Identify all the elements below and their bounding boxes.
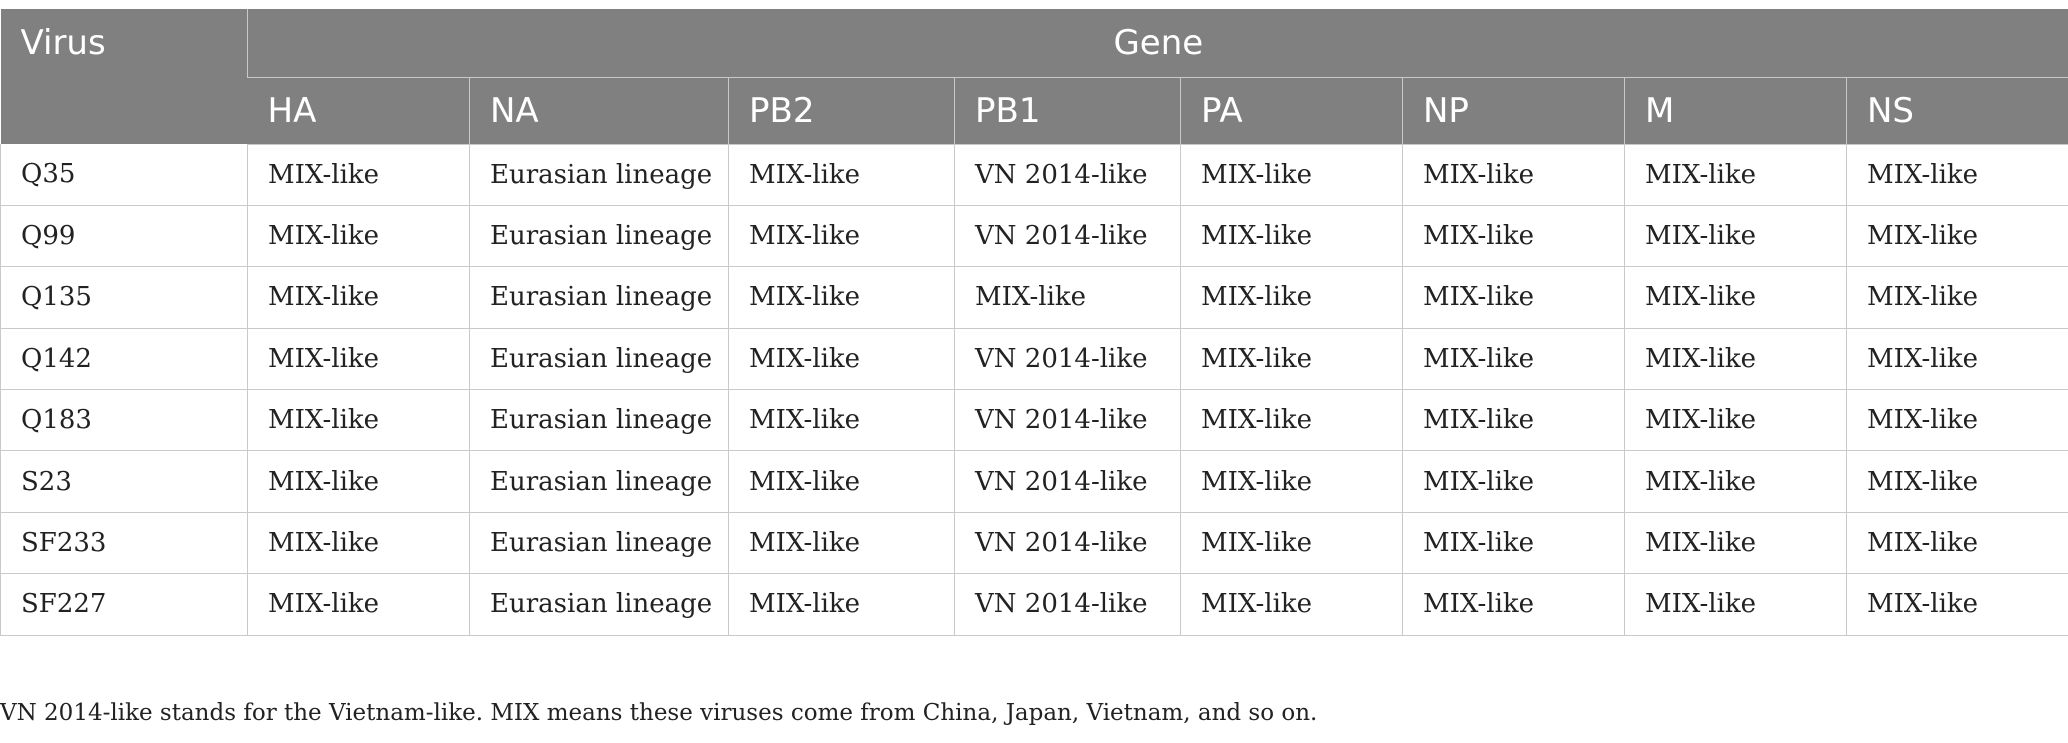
virus-name-cell: Q142	[0, 328, 248, 391]
gene-ns-cell: MIX-like	[1845, 144, 2068, 206]
gene-na-cell: Eurasian lineage	[469, 144, 729, 206]
genotype-table: Virus Gene HA NA PB2 PB1 PA NP M NS Q35 M…	[0, 9, 2068, 636]
table-footnote: VN 2014-like stands for the Vietnam-like…	[0, 700, 1318, 726]
gene-pb2-cell: MIX-like	[728, 573, 955, 636]
gene-na-cell: Eurasian lineage	[469, 205, 729, 268]
gene-pb1-cell: VN 2014-like	[954, 205, 1181, 268]
gene-pb2-cell: MIX-like	[728, 328, 955, 391]
gene-na-cell: Eurasian lineage	[469, 450, 729, 513]
gene-pb1-cell: VN 2014-like	[954, 389, 1181, 452]
gene-ns-cell: MIX-like	[1845, 512, 2068, 575]
gene-pa-cell: MIX-like	[1180, 512, 1403, 575]
gene-pa-cell: MIX-like	[1180, 389, 1403, 452]
gene-pb1-cell: MIX-like	[954, 266, 1181, 329]
virus-name-cell: S23	[0, 450, 248, 513]
gene-header-pb2: PB2	[728, 77, 955, 145]
table-body: Q35 MIX-like Eurasian lineage MIX-like VN 20…	[0, 144, 2068, 636]
header-row-genes: HA NA PB2 PB1 PA NP M NS	[1, 77, 2068, 145]
table-row: S23 MIX-like Eurasian lineage MIX-like VN 20…	[0, 450, 2068, 513]
gene-ha-cell: MIX-like	[247, 389, 470, 452]
gene-m-cell: MIX-like	[1624, 328, 1847, 391]
table-row: Q183 MIX-like Eurasian lineage MIX-like VN 2…	[0, 389, 2068, 452]
gene-header-np: NP	[1402, 77, 1625, 145]
gene-pa-cell: MIX-like	[1180, 266, 1403, 329]
gene-ns-cell: MIX-like	[1845, 266, 2068, 329]
gene-m-cell: MIX-like	[1624, 205, 1847, 268]
gene-ns-cell: MIX-like	[1845, 573, 2068, 636]
gene-pa-cell: MIX-like	[1180, 328, 1403, 391]
gene-ns-cell: MIX-like	[1845, 389, 2068, 452]
table-row: SF227 MIX-like Eurasian lineage MIX-like VN …	[0, 573, 2068, 636]
gene-header-pb1: PB1	[954, 77, 1181, 145]
gene-np-cell: MIX-like	[1402, 144, 1625, 206]
gene-ha-cell: MIX-like	[247, 266, 470, 329]
gene-ha-cell: MIX-like	[247, 205, 470, 268]
gene-header-ns: NS	[1845, 77, 2068, 145]
table-row: Q142 MIX-like Eurasian lineage MIX-like VN 2…	[0, 328, 2068, 391]
table-row: Q99 MIX-like Eurasian lineage MIX-like VN 20…	[0, 205, 2068, 268]
gene-na-cell: Eurasian lineage	[469, 328, 729, 391]
table-row: Q35 MIX-like Eurasian lineage MIX-like VN 20…	[0, 144, 2068, 206]
gene-pb1-cell: VN 2014-like	[954, 328, 1181, 391]
gene-np-cell: MIX-like	[1402, 450, 1625, 513]
virus-name-cell: Q35	[0, 144, 248, 206]
gene-pb1-cell: VN 2014-like	[954, 512, 1181, 575]
gene-m-cell: MIX-like	[1624, 144, 1847, 206]
gene-np-cell: MIX-like	[1402, 328, 1625, 391]
gene-pb1-cell: VN 2014-like	[954, 573, 1181, 636]
gene-ns-cell: MIX-like	[1845, 328, 2068, 391]
virus-name-cell: Q135	[0, 266, 248, 329]
gene-pb1-cell: VN 2014-like	[954, 450, 1181, 513]
table-row: SF233 MIX-like Eurasian lineage MIX-like VN …	[0, 512, 2068, 575]
table-row: Q135 MIX-like Eurasian lineage MIX-like MIX-…	[0, 266, 2068, 329]
gene-na-cell: Eurasian lineage	[469, 389, 729, 452]
gene-np-cell: MIX-like	[1402, 205, 1625, 268]
gene-pa-cell: MIX-like	[1180, 205, 1403, 268]
gene-na-cell: Eurasian lineage	[469, 266, 729, 329]
gene-pa-cell: MIX-like	[1180, 144, 1403, 206]
gene-pb2-cell: MIX-like	[728, 389, 955, 452]
virus-name-cell: Q99	[0, 205, 248, 268]
gene-na-cell: Eurasian lineage	[469, 573, 729, 636]
gene-pb2-cell: MIX-like	[728, 512, 955, 575]
gene-ha-cell: MIX-like	[247, 144, 470, 206]
gene-ha-cell: MIX-like	[247, 512, 470, 575]
gene-m-cell: MIX-like	[1624, 512, 1847, 575]
table-header: Virus Gene HA NA PB2 PB1 PA NP M NS	[0, 9, 2068, 145]
genotype-table-container: Virus Gene HA NA PB2 PB1 PA NP M NS Q35 M…	[0, 9, 2068, 636]
gene-pb2-cell: MIX-like	[728, 266, 955, 329]
gene-pa-cell: MIX-like	[1180, 573, 1403, 636]
virus-column-header: Virus	[0, 9, 248, 144]
gene-header-m: M	[1624, 77, 1847, 145]
virus-name-cell: Q183	[0, 389, 248, 452]
gene-pa-cell: MIX-like	[1180, 450, 1403, 513]
gene-na-cell: Eurasian lineage	[469, 512, 729, 575]
gene-m-cell: MIX-like	[1624, 573, 1847, 636]
virus-name-cell: SF227	[0, 573, 248, 636]
gene-header-na: NA	[469, 77, 729, 145]
gene-pb1-cell: VN 2014-like	[954, 144, 1181, 206]
gene-pb2-cell: MIX-like	[728, 450, 955, 513]
gene-np-cell: MIX-like	[1402, 573, 1625, 636]
gene-m-cell: MIX-like	[1624, 266, 1847, 329]
gene-ha-cell: MIX-like	[247, 328, 470, 391]
gene-pb2-cell: MIX-like	[728, 144, 955, 206]
virus-name-cell: SF233	[0, 512, 248, 575]
gene-ns-cell: MIX-like	[1845, 205, 2068, 268]
gene-ha-cell: MIX-like	[247, 573, 470, 636]
gene-np-cell: MIX-like	[1402, 266, 1625, 329]
gene-group-header: Gene	[246, 9, 2068, 78]
gene-np-cell: MIX-like	[1402, 389, 1625, 452]
gene-np-cell: MIX-like	[1402, 512, 1625, 575]
gene-header-pa: PA	[1180, 77, 1403, 145]
gene-header-ha: HA	[247, 77, 470, 145]
gene-pb2-cell: MIX-like	[728, 205, 955, 268]
gene-ha-cell: MIX-like	[247, 450, 470, 513]
gene-m-cell: MIX-like	[1624, 389, 1847, 452]
gene-ns-cell: MIX-like	[1845, 450, 2068, 513]
gene-m-cell: MIX-like	[1624, 450, 1847, 513]
header-row-top: Virus Gene	[0, 9, 2068, 144]
